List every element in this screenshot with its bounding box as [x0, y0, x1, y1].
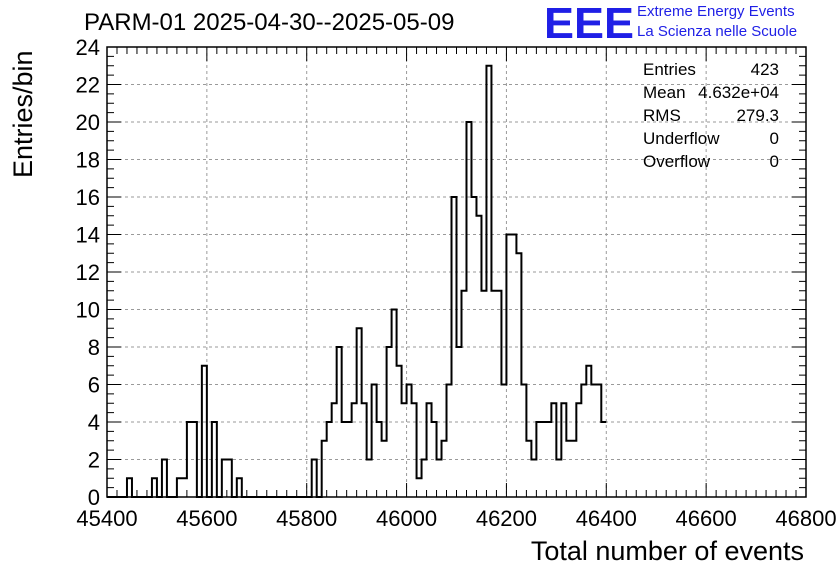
y-tick-label: 4 [88, 410, 100, 435]
y-tick-label: 10 [76, 298, 100, 323]
y-tick-label: 22 [76, 73, 100, 98]
stats-box: Entries 423 Mean 4.632e+04 RMS 279.3 Und… [640, 60, 782, 175]
stats-label: Mean [643, 83, 686, 102]
stats-label: RMS [643, 106, 681, 125]
y-tick-label: 8 [88, 335, 100, 360]
stats-label: Underflow [643, 129, 720, 148]
logo-tagline-2: La Scienza nelle Scuole [637, 23, 798, 40]
stats-row-underflow: Underflow 0 [640, 129, 782, 152]
y-tick-label: 20 [76, 110, 100, 135]
stats-row-rms: RMS 279.3 [640, 106, 782, 129]
stats-value: 4.632e+04 [698, 83, 779, 102]
eee-logo-text: EEE [544, 0, 634, 44]
x-tick-label: 46600 [676, 506, 737, 531]
eee-logo: EEE [544, 0, 634, 44]
y-tick-label: 2 [88, 448, 100, 473]
stats-value: 0 [769, 152, 779, 171]
stats-value: 0 [769, 129, 779, 148]
stats-row-entries: Entries 423 [640, 60, 782, 83]
stats-row-overflow: Overflow 0 [640, 152, 782, 175]
x-tick-label: 45600 [176, 506, 237, 531]
logo-tagline-1: Extreme Energy Events [637, 3, 795, 20]
x-tick-label: 46200 [476, 506, 537, 531]
x-tick-label: 45400 [76, 506, 137, 531]
y-tick-label: 14 [76, 223, 100, 248]
y-tick-label: 0 [88, 485, 100, 510]
stats-value: 423 [750, 60, 779, 79]
stats-row-mean: Mean 4.632e+04 [640, 83, 782, 106]
chart-title: PARM-01 2025-04-30--2025-05-09 [84, 9, 455, 36]
x-axis-label: Total number of events [530, 536, 804, 566]
histogram-step-line [107, 64, 607, 498]
x-tick-labels: 45400 45600 45800 46000 46200 46400 46600 46800 [76, 506, 836, 531]
stats-label: Overflow [643, 152, 711, 171]
y-tick-label: 12 [76, 260, 100, 285]
y-tick-label: 18 [76, 148, 100, 173]
y-axis-label: Entries/bin [8, 50, 38, 178]
axis-ticks [106, 46, 807, 498]
x-tick-label: 46000 [376, 506, 437, 531]
x-tick-label: 45800 [276, 506, 337, 531]
y-tick-label: 16 [76, 185, 100, 210]
stats-label: Entries [643, 60, 696, 79]
y-tick-label: 6 [88, 373, 100, 398]
x-tick-label: 46800 [775, 506, 836, 531]
x-tick-label: 46400 [576, 506, 637, 531]
stats-value: 279.3 [736, 106, 779, 125]
y-tick-label: 24 [76, 35, 100, 60]
